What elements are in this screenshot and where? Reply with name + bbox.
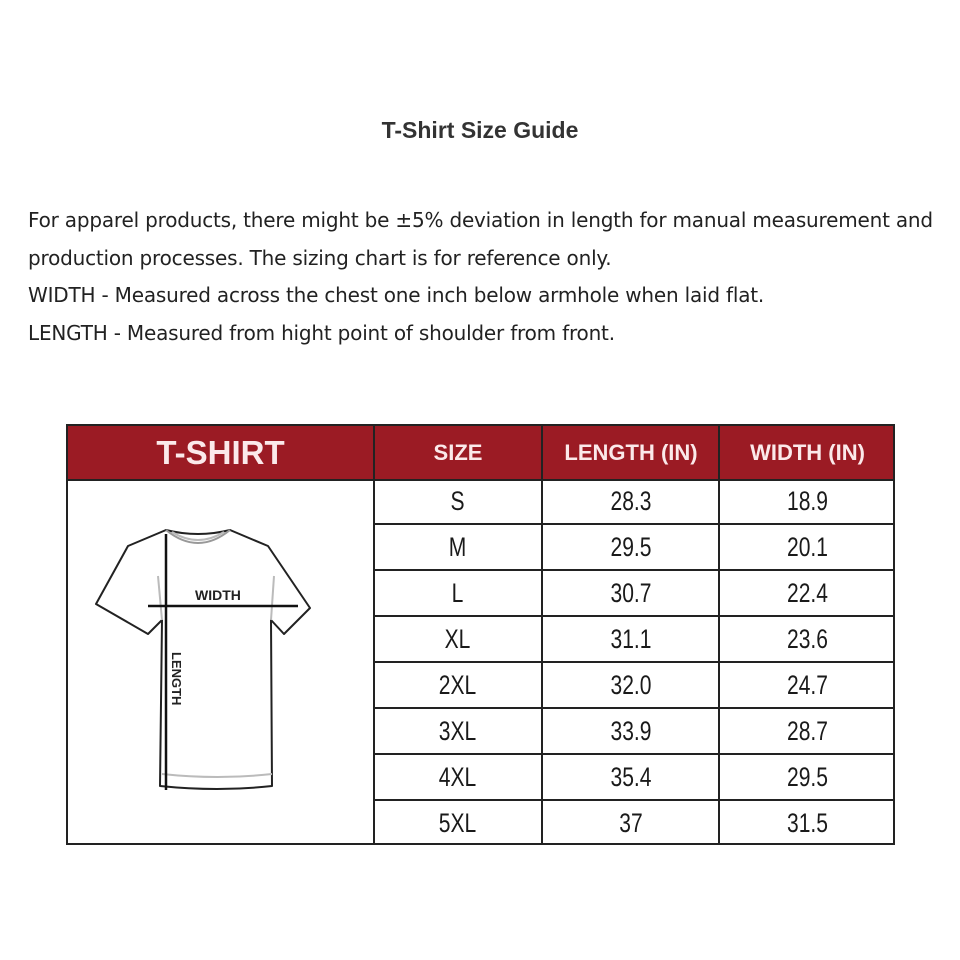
width-cell: 28.7 [787,715,828,746]
length-cell: 30.7 [610,577,652,608]
width-note: WIDTH - Measured across the chest one in… [28,283,765,307]
size-cell: L [451,577,464,608]
size-cell: 5XL [438,807,477,838]
table-body: S 28.3 18.9 M 29.5 20.1 L 30.7 22.4 XL 3… [68,479,893,843]
header-tshirt: T-SHIRT [156,433,285,471]
width-cell: 24.7 [787,669,828,700]
description: For apparel products, there might be ±5%… [28,202,938,352]
table-row: 3XL 33.9 28.7 [374,709,893,755]
size-cell: 3XL [438,715,477,746]
size-cell: M [448,531,467,562]
table-row: 4XL 35.4 29.5 [374,755,893,801]
header-length: LENGTH (IN) [564,439,698,465]
length-note: LENGTH - Measured from hight point of sh… [28,320,615,345]
size-cell: 4XL [438,761,477,792]
length-label: LENGTH [169,652,184,705]
length-cell: 28.3 [610,485,652,516]
column-divider [541,426,543,843]
width-cell: 29.5 [787,761,828,792]
table-row: S 28.3 18.9 [374,479,893,525]
width-label: WIDTH [195,587,241,603]
length-cell: 33.9 [610,715,652,746]
length-cell: 29.5 [610,531,652,562]
column-divider [718,426,720,843]
table-row: M 29.5 20.1 [374,525,893,571]
header-size: SIZE [433,439,483,465]
length-cell: 35.4 [610,761,652,792]
length-cell: 31.1 [610,623,652,654]
length-cell: 37 [619,807,643,838]
table-row: 5XL 37 31.5 [374,801,893,847]
width-cell: 22.4 [787,577,828,608]
size-cell: S [450,485,465,516]
table-row: 2XL 32.0 24.7 [374,663,893,709]
tshirt-diagram: WIDTH LENGTH [95,529,311,790]
deviation-note: For apparel products, there might be ±5%… [28,208,933,270]
table-row: XL 31.1 23.6 [374,617,893,663]
header-width: WIDTH (IN) [750,439,865,465]
page-title: T-Shirt Size Guide [381,117,579,143]
width-cell: 20.1 [787,531,828,562]
length-cell: 32.0 [610,669,652,700]
size-cell: 2XL [438,669,477,700]
width-cell: 31.5 [787,807,828,838]
width-cell: 18.9 [787,485,828,516]
width-cell: 23.6 [787,623,828,654]
column-divider [373,426,375,843]
table-row: L 30.7 22.4 [374,571,893,617]
size-chart-table: T-SHIRT SIZE LENGTH (IN) WIDTH (IN) WIDT… [66,424,895,845]
tshirt-outline [95,529,311,790]
size-cell: XL [444,623,471,654]
table-header: T-SHIRT SIZE LENGTH (IN) WIDTH (IN) [68,426,893,481]
